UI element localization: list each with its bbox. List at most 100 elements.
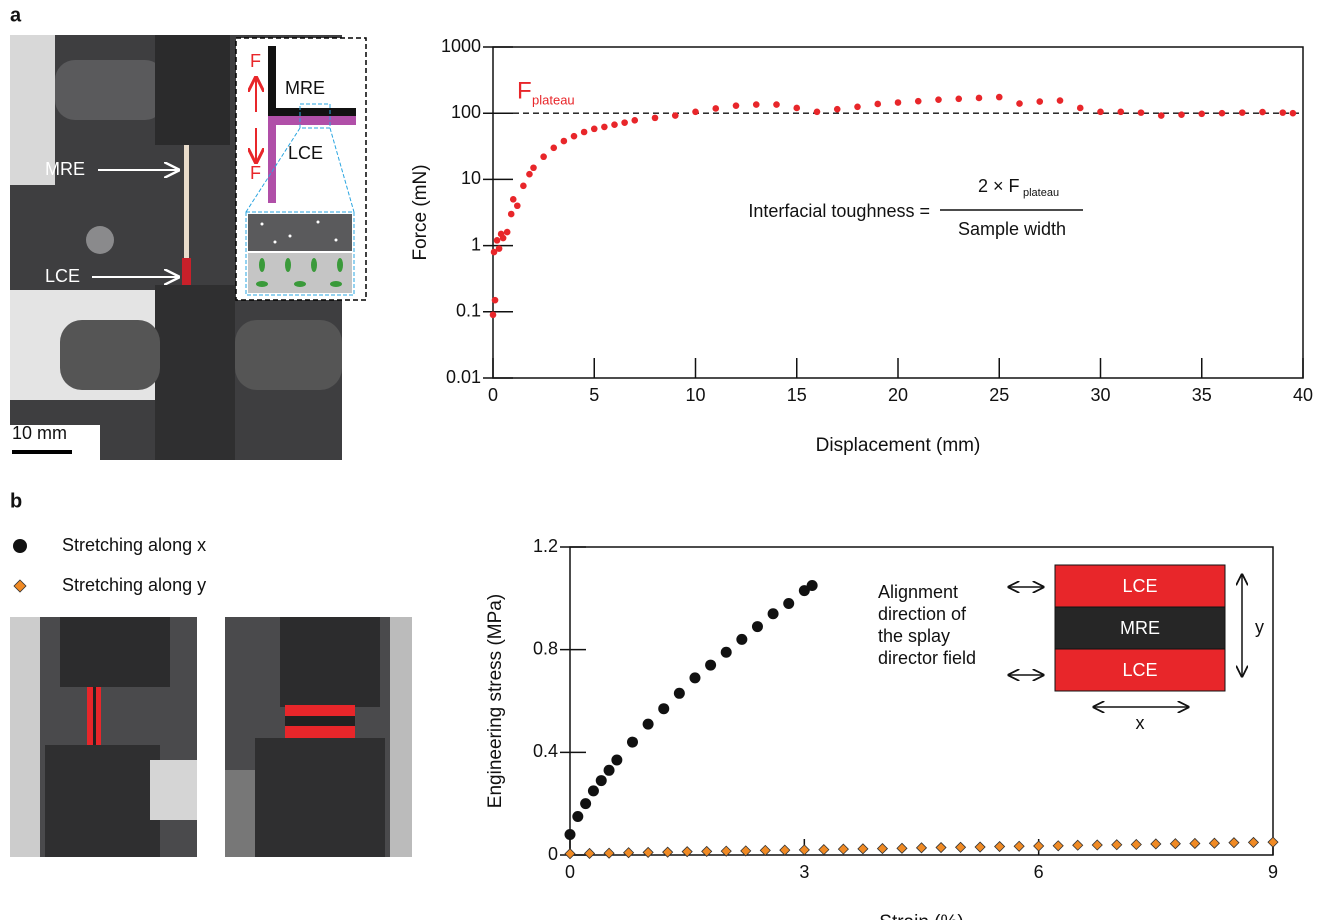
photo-a: [10, 35, 366, 460]
data-point: [1290, 110, 1297, 117]
legend-swatch: [13, 539, 27, 553]
data-point: [643, 719, 654, 730]
legend-swatch: [14, 580, 26, 592]
data-point: [496, 245, 503, 252]
data-point: [915, 98, 922, 105]
data-point: [561, 138, 568, 145]
y-tick-label: 10: [461, 168, 481, 188]
data-point: [658, 703, 669, 714]
y-tick-label: 1: [471, 234, 481, 254]
data-point: [571, 133, 578, 140]
data-point: [565, 849, 575, 859]
data-point: [672, 112, 679, 119]
data-point: [550, 145, 557, 152]
annotation: Interfacial toughness =: [748, 201, 930, 221]
y-axis-label: Engineering stress (MPa): [485, 594, 506, 808]
data-point: [1178, 111, 1185, 118]
inset-text: director field: [878, 648, 976, 668]
inset-layer-label: LCE: [1122, 660, 1157, 680]
data-point: [858, 844, 868, 854]
data-point: [604, 765, 615, 776]
x-tick-label: 15: [787, 385, 807, 405]
inset-layer-label: LCE: [1122, 576, 1157, 596]
data-point: [572, 811, 583, 822]
data-point: [504, 229, 511, 236]
data-point: [526, 171, 533, 178]
data-point: [814, 108, 821, 115]
data-point: [492, 297, 499, 304]
data-point: [494, 237, 501, 244]
legend-label: Stretching along y: [62, 575, 206, 595]
x-tick-label: 0: [488, 385, 498, 405]
y-axis-label: Force (mN): [410, 164, 431, 260]
data-point: [956, 842, 966, 852]
x-tick-label: 40: [1293, 385, 1313, 405]
data-point: [935, 96, 942, 103]
data-point: [1036, 98, 1043, 105]
y-tick-label: 1000: [441, 36, 481, 56]
data-point: [1190, 838, 1200, 848]
data-point: [1198, 110, 1205, 117]
y-tick-label: 1.2: [533, 536, 558, 556]
data-point: [1097, 108, 1104, 115]
y-tick-label: 0.8: [533, 638, 558, 658]
y-tick-label: 0.1: [456, 301, 481, 321]
inset-layer-label: MRE: [1120, 618, 1160, 638]
data-point: [773, 101, 780, 108]
data-point: [1170, 839, 1180, 849]
data-point: [490, 312, 497, 319]
data-point: [1268, 837, 1278, 847]
y-tick-label: 0.4: [533, 741, 558, 761]
inset-text: Alignment: [878, 582, 958, 602]
data-point: [580, 798, 591, 809]
data-point: [897, 843, 907, 853]
data-point: [1131, 839, 1141, 849]
data-point: [1014, 841, 1024, 851]
x-axis-label: Displacement (mm): [816, 435, 981, 456]
data-point: [1092, 840, 1102, 850]
data-point: [768, 608, 779, 619]
x-tick-label: 30: [1090, 385, 1110, 405]
data-point: [611, 121, 618, 128]
data-point: [996, 94, 1003, 101]
inset-label: MRE: [285, 78, 325, 98]
annotation: Sample width: [958, 219, 1066, 239]
data-point: [736, 634, 747, 645]
data-point: [1138, 109, 1145, 116]
annotation: plateau: [532, 92, 575, 107]
data-point: [604, 848, 614, 858]
data-point: [975, 842, 985, 852]
inset-text: direction of: [878, 604, 967, 624]
x-tick-label: 25: [989, 385, 1009, 405]
data-point: [753, 101, 760, 108]
data-point: [955, 96, 962, 103]
data-point: [783, 598, 794, 609]
data-point: [1112, 840, 1122, 850]
data-point: [976, 95, 983, 102]
data-point: [1259, 109, 1266, 116]
data-point: [1016, 100, 1023, 107]
page: a b MRE LCE 10 mm F MRE LCE F: [0, 0, 1318, 920]
data-point: [1248, 837, 1258, 847]
y-tick-label: 0: [548, 844, 558, 864]
annotation: plateau: [1023, 187, 1059, 199]
data-point: [752, 621, 763, 632]
data-point: [530, 164, 537, 171]
data-point: [596, 775, 607, 786]
data-point: [1158, 112, 1165, 119]
inset-label: F: [250, 51, 261, 71]
data-point: [689, 672, 700, 683]
data-point: [565, 829, 576, 840]
inset-axis-label: y: [1255, 617, 1264, 637]
panel-label: b: [10, 490, 22, 512]
data-point: [1229, 838, 1239, 848]
data-point: [627, 737, 638, 748]
data-point: [1034, 841, 1044, 851]
data-point: [936, 843, 946, 853]
data-point: [540, 153, 547, 160]
data-point: [510, 196, 517, 203]
data-point: [1209, 838, 1219, 848]
legend-label: Stretching along x: [62, 535, 206, 555]
data-point: [1117, 108, 1124, 115]
data-point: [1219, 110, 1226, 117]
